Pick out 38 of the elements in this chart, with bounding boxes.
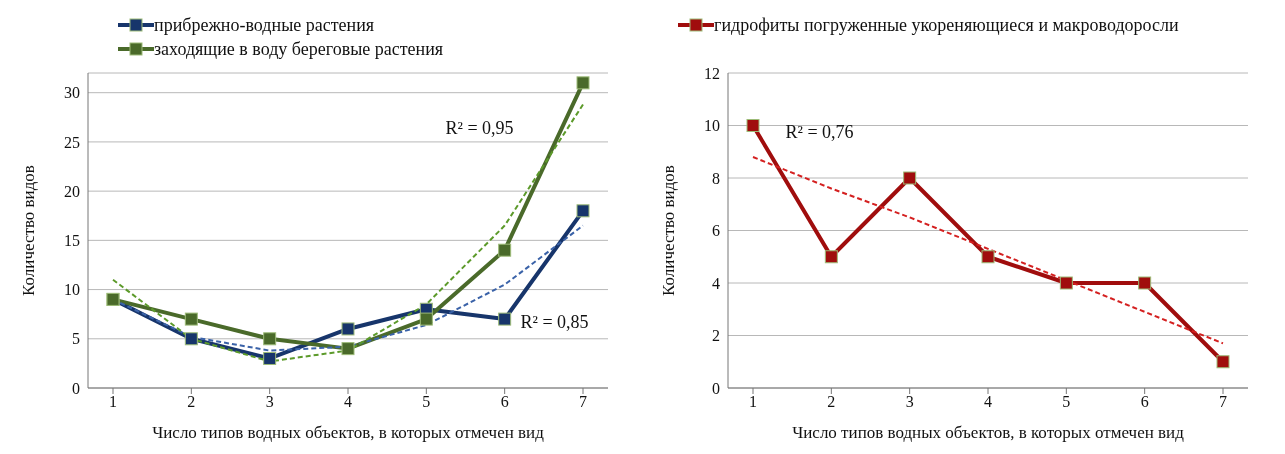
x-tick-label: 4 [344, 393, 352, 411]
y-tick-label: 5 [72, 330, 80, 348]
x-axis-title: Число типов водных объектов, в которых отмечен вид [792, 423, 1185, 442]
x-tick-label: 5 [422, 393, 431, 411]
y-axis-title: Количество видов [659, 165, 679, 296]
annotation: R² = 0,95 [445, 118, 514, 139]
x-tick-label: 5 [1062, 393, 1071, 411]
x-tick-label: 3 [905, 393, 914, 411]
x-tick-label: 1 [749, 393, 757, 411]
y-tick-label: 10 [64, 281, 80, 299]
x-tick-label: 1 [109, 393, 117, 411]
x-tick-label: 6 [500, 393, 509, 411]
annotation: R² = 0,76 [785, 122, 854, 144]
y-tick-label: 12 [704, 64, 720, 82]
x-tick-label: 2 [827, 393, 836, 411]
x-tick-label: 3 [265, 393, 274, 411]
x-tick-label: 6 [1140, 393, 1149, 411]
legend-label: прибрежно-водные растения [154, 14, 375, 37]
y-tick-label: 30 [64, 84, 80, 102]
y-tick-label: 6 [712, 222, 720, 240]
y-tick-label: 0 [712, 379, 720, 397]
legend-label: заходящие в воду береговые растения [154, 38, 444, 61]
y-tick-label: 0 [72, 379, 80, 397]
y-tick-label: 10 [704, 117, 720, 135]
x-axis-title: Число типов водных объектов, в которых отмечен вид [152, 423, 545, 442]
y-tick-label: 2 [712, 327, 720, 345]
x-tick-label: 7 [1219, 393, 1227, 411]
annotation: R² = 0,85 [520, 311, 589, 333]
y-tick-label: 15 [64, 232, 80, 250]
y-tick-label: 8 [712, 169, 720, 187]
x-tick-label: 7 [579, 393, 587, 411]
y-axis-title: Количество видов [19, 165, 39, 296]
legend-label: гидрофиты погруженные укореняющиеся и макроводоросли [714, 14, 1179, 37]
x-tick-label: 2 [187, 393, 196, 411]
y-tick-label: 25 [64, 133, 80, 151]
x-tick-label: 4 [984, 393, 992, 411]
y-tick-label: 4 [712, 274, 720, 292]
y-tick-label: 20 [64, 182, 80, 200]
